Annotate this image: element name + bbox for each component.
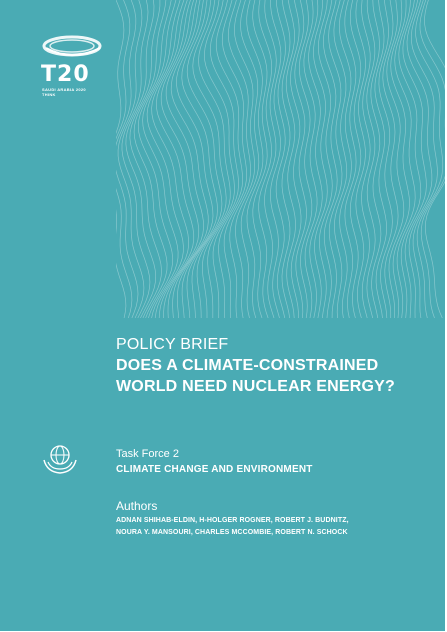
wave-line xyxy=(160,0,200,318)
wave-line xyxy=(323,0,338,318)
t20-logo-icon xyxy=(42,35,102,57)
wave-line xyxy=(333,0,348,318)
logo-subtitle-line1: SAUDI ARABIA 2020 xyxy=(42,87,86,92)
wave-line xyxy=(328,0,343,318)
wave-line xyxy=(386,0,405,318)
wave-line xyxy=(344,0,357,318)
wave-line xyxy=(349,0,362,318)
wave-line xyxy=(137,0,174,318)
wave-line xyxy=(270,0,282,318)
logo-subtitle: SAUDI ARABIA 2020 THINK xyxy=(42,87,86,97)
logo-subtitle-line2: THINK xyxy=(42,92,56,97)
task-force-name: CLIMATE CHANGE AND ENVIRONMENT xyxy=(116,464,313,475)
wave-line xyxy=(298,0,313,318)
wave-line xyxy=(240,0,260,318)
wave-line xyxy=(378,0,393,318)
wave-line xyxy=(415,0,444,318)
wave-line xyxy=(290,0,302,318)
wave-line xyxy=(156,0,195,318)
wave-line xyxy=(294,0,307,318)
authors-line: NOURA Y. MANSOURI, CHARLES MCCOMBIE, ROB… xyxy=(116,529,348,536)
wave-line xyxy=(424,0,445,318)
wave-line xyxy=(142,0,179,318)
wave-line xyxy=(355,0,366,318)
wave-line xyxy=(221,0,247,318)
wave-line xyxy=(121,0,151,318)
wave-line xyxy=(186,0,223,318)
wave-line xyxy=(338,0,352,318)
task-force-label: Task Force 2 xyxy=(116,448,179,460)
wave-line xyxy=(410,0,438,318)
wave-line xyxy=(390,0,410,318)
wave-line xyxy=(313,0,328,318)
wave-line xyxy=(117,0,145,318)
wave-line xyxy=(285,0,296,318)
authors-list: ADNAN SHIHAB-ELDIN, H-HOLGER ROGNER, ROB… xyxy=(116,515,416,539)
wave-line xyxy=(281,0,291,318)
wave-lines-decoration xyxy=(116,0,445,318)
wave-line xyxy=(382,0,399,318)
wave-line xyxy=(394,0,416,318)
wave-line xyxy=(370,0,382,318)
wave-line xyxy=(116,0,139,318)
wave-line xyxy=(165,0,204,318)
wave-line xyxy=(318,0,333,318)
wave-line xyxy=(170,0,209,318)
wave-line xyxy=(258,0,273,318)
wave-line xyxy=(146,0,184,318)
wave-line xyxy=(308,0,323,318)
wave-line xyxy=(181,0,218,318)
wave-line xyxy=(116,0,133,318)
wave-line xyxy=(215,0,243,318)
wave-line xyxy=(198,0,231,318)
logo-wordmark: T20 xyxy=(41,62,90,87)
authors-line: ADNAN SHIHAB-ELDIN, H-HOLGER ROGNER, ROB… xyxy=(116,517,349,524)
wave-line xyxy=(366,0,376,318)
wave-line xyxy=(275,0,286,318)
wave-line xyxy=(129,0,162,318)
wave-line xyxy=(246,0,264,318)
wave-line xyxy=(361,0,371,318)
wave-line xyxy=(209,0,239,318)
wave-line xyxy=(252,0,268,318)
authors-label: Authors xyxy=(116,499,158,513)
globe-in-hands-icon xyxy=(43,445,77,474)
wave-line xyxy=(116,0,127,318)
wave-line xyxy=(398,0,422,318)
wave-line xyxy=(303,0,318,318)
wave-line xyxy=(402,0,427,318)
wave-line xyxy=(204,0,235,318)
brief-kicker: POLICY BRIEF xyxy=(116,336,229,353)
wave-line xyxy=(264,0,277,318)
wave-line xyxy=(374,0,387,318)
wave-line xyxy=(192,0,227,318)
wave-line xyxy=(133,0,168,318)
brief-title: DOES A CLIMATE-CONSTRAINED WORLD NEED NU… xyxy=(116,357,395,395)
wave-line xyxy=(406,0,433,318)
wave-line xyxy=(176,0,214,318)
wave-line xyxy=(419,0,445,318)
wave-line xyxy=(151,0,189,318)
wave-line xyxy=(125,0,157,318)
wave-line xyxy=(227,0,251,318)
wave-line xyxy=(234,0,256,318)
